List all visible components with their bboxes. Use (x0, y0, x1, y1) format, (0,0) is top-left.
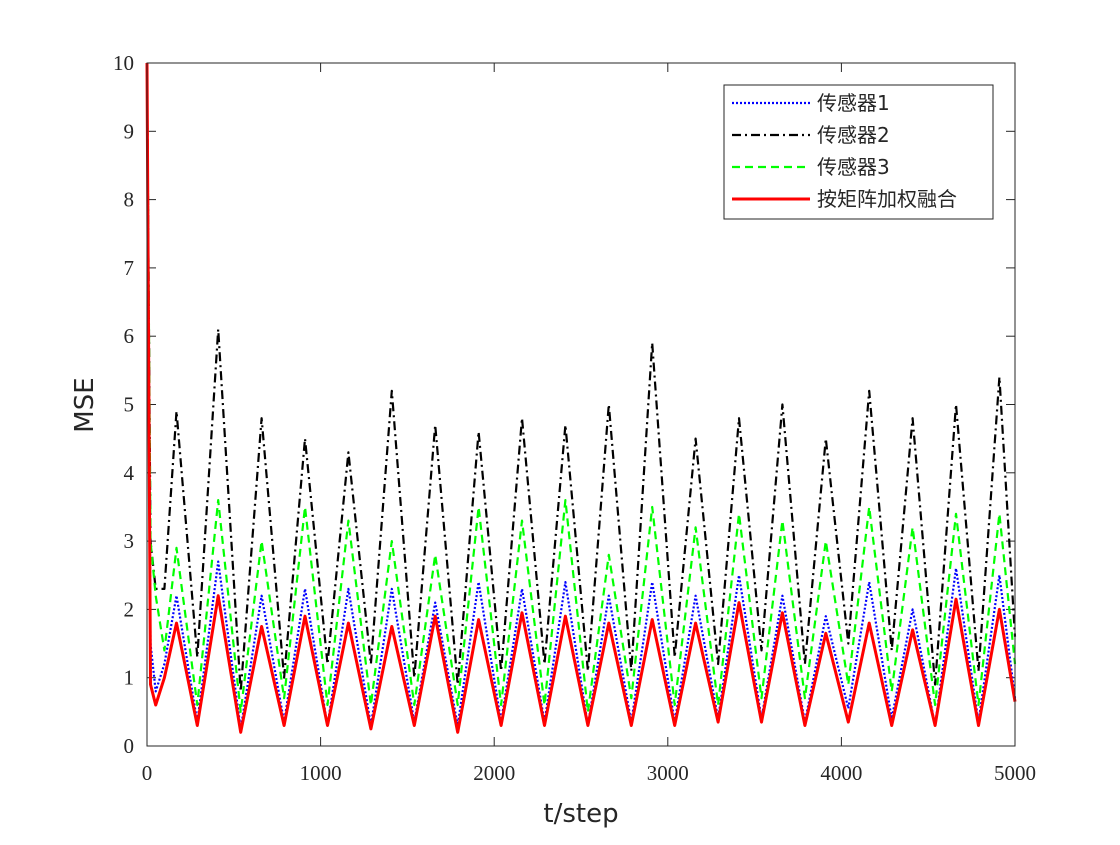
x-tick-label: 5000 (994, 761, 1036, 785)
x-tick-label: 2000 (473, 761, 515, 785)
legend-box (723, 84, 994, 220)
y-tick-label: 2 (124, 597, 135, 621)
x-tick-label: 0 (142, 761, 153, 785)
y-tick-label: 6 (124, 324, 135, 348)
y-tick-label: 10 (113, 51, 134, 75)
y-tick-label: 9 (124, 119, 135, 143)
series-line (145, 62, 1017, 730)
y-axis-label: MSE (70, 377, 100, 432)
legend-label: 传感器1 (817, 91, 890, 115)
series-line (145, 62, 1017, 734)
series-line (145, 62, 1017, 713)
series-line (145, 62, 1017, 693)
legend-label: 传感器3 (817, 155, 890, 179)
y-tick-label: 4 (124, 461, 135, 485)
y-tick-label: 7 (124, 256, 135, 280)
y-tick-label: 3 (124, 529, 135, 553)
y-tick-label: 5 (124, 393, 135, 417)
y-tick-label: 1 (124, 666, 135, 690)
x-tick-label: 1000 (300, 761, 342, 785)
y-tick-label: 8 (124, 188, 135, 212)
legend-label: 传感器2 (817, 123, 890, 147)
legend-label: 按矩阵加权融合 (817, 187, 957, 211)
axes-box (146, 62, 1016, 747)
x-axis-label: t/step (543, 799, 618, 829)
x-tick-label: 3000 (647, 761, 689, 785)
x-tick-label: 4000 (820, 761, 862, 785)
y-tick-label: 0 (124, 734, 135, 758)
